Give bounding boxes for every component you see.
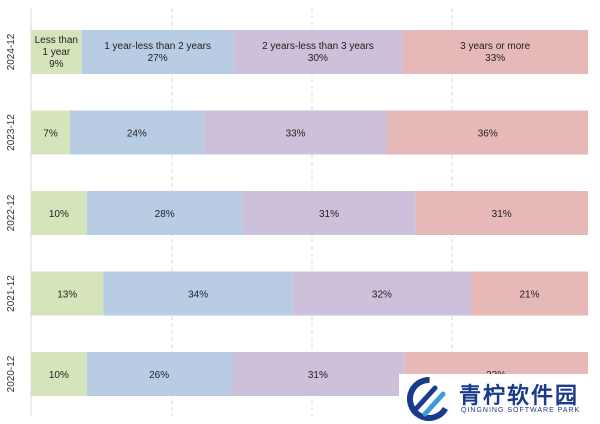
data-label: 9% <box>49 59 64 70</box>
series-name-label: 2 years-less than 3 years <box>262 41 374 52</box>
bar-segment <box>69 110 204 155</box>
data-label: 7% <box>43 129 58 140</box>
series-name-label: 3 years or more <box>460 41 530 52</box>
data-label: 34% <box>188 290 208 301</box>
data-label: 33% <box>485 53 505 64</box>
data-label: 33% <box>286 129 306 140</box>
category-label: 2020-12 <box>6 355 17 392</box>
watermark-logo: 青柠软件园 QINGNING SOFTWARE PARK <box>399 374 600 424</box>
category-label: 2023-12 <box>6 114 17 151</box>
logo-icon <box>407 377 451 421</box>
bar-segment <box>402 30 588 74</box>
data-label: 13% <box>57 290 77 301</box>
bar-segment <box>471 271 588 316</box>
data-label: 31% <box>492 209 512 220</box>
data-label: 31% <box>308 370 328 381</box>
category-label: 2021-12 <box>6 275 17 312</box>
bar-segment <box>415 191 588 235</box>
series-name-label: 1 year-less than 2 years <box>104 41 211 52</box>
data-label: 32% <box>372 290 392 301</box>
bar-segment <box>233 30 403 74</box>
data-label: 10% <box>49 370 69 381</box>
category-label: 2022-12 <box>6 194 17 231</box>
bar-segment <box>103 271 293 316</box>
data-label: 21% <box>520 290 540 301</box>
bar-segment <box>86 352 232 396</box>
bar-segment <box>31 352 87 396</box>
data-label: 10% <box>49 209 69 220</box>
series-name-label: 1 year <box>42 47 70 58</box>
watermark-subtitle: QINGNING SOFTWARE PARK <box>461 407 581 414</box>
data-label: 28% <box>155 209 175 220</box>
bar-segment <box>31 110 70 155</box>
series-name-label: Less than <box>35 35 78 46</box>
data-label: 27% <box>148 53 168 64</box>
bar-segment <box>31 271 104 316</box>
data-label: 26% <box>149 370 169 381</box>
data-label: 36% <box>478 129 498 140</box>
bar-segment <box>387 110 588 155</box>
watermark-title: 青柠软件园 <box>459 384 580 409</box>
bar-segment <box>31 191 87 235</box>
data-label: 31% <box>319 209 339 220</box>
bar-segment <box>203 110 388 155</box>
category-labels: 2024-12 2023-12 2022-12 2021-12 2020-12 <box>6 33 17 392</box>
category-label: 2024-12 <box>6 33 17 70</box>
bar-segment <box>242 191 416 235</box>
bar-segment <box>81 30 234 74</box>
bar-segment <box>292 271 472 316</box>
bar-segment <box>231 352 405 396</box>
data-label: 24% <box>127 129 147 140</box>
bar-segment <box>31 30 82 74</box>
bar-segment <box>86 191 243 235</box>
data-label: 30% <box>308 53 328 64</box>
